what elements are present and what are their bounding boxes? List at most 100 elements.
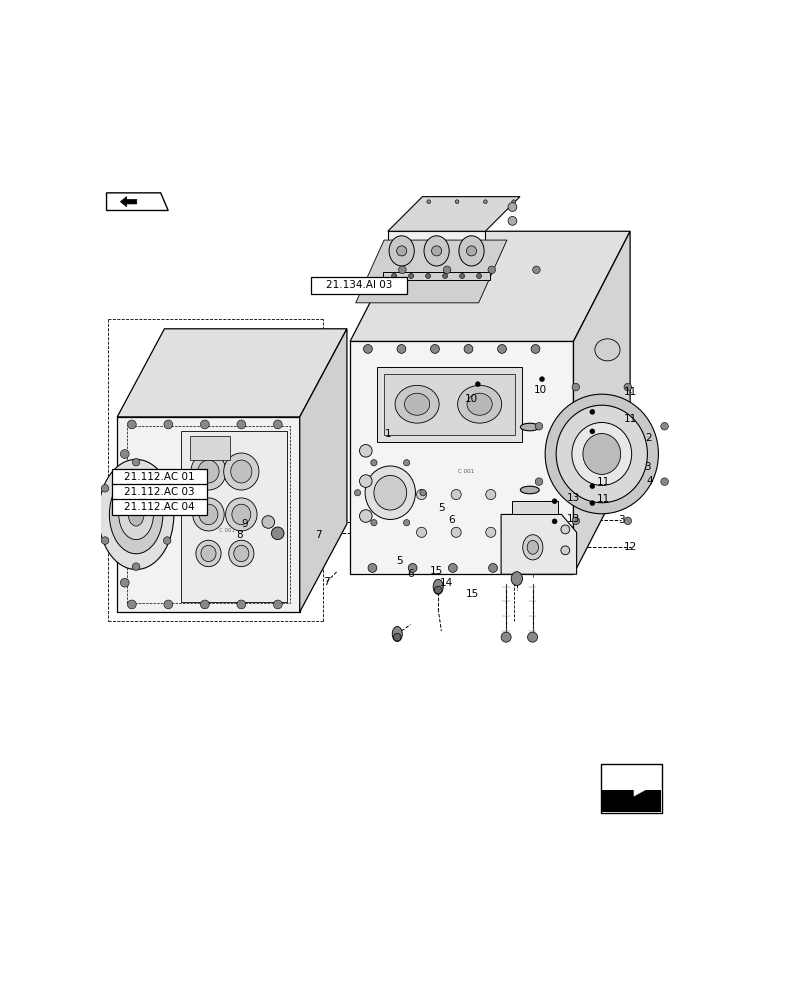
FancyBboxPatch shape [311,277,406,294]
Ellipse shape [225,498,257,531]
Circle shape [403,520,410,526]
Text: 4: 4 [646,476,653,486]
Ellipse shape [392,626,401,642]
Circle shape [237,420,246,429]
Circle shape [431,246,441,256]
Circle shape [359,445,371,457]
Text: 21.112.AC 03: 21.112.AC 03 [124,487,195,497]
Circle shape [589,484,594,489]
Text: 7: 7 [315,530,321,540]
Circle shape [464,345,472,353]
Ellipse shape [388,236,414,266]
Ellipse shape [109,475,163,554]
Ellipse shape [199,504,217,525]
Circle shape [571,517,579,525]
Circle shape [359,475,371,487]
Circle shape [451,490,461,500]
Circle shape [497,345,506,353]
Circle shape [120,535,129,544]
Ellipse shape [200,545,216,562]
Ellipse shape [556,405,646,503]
Ellipse shape [520,486,539,494]
Circle shape [532,266,539,274]
Ellipse shape [192,498,224,531]
Text: 13: 13 [566,493,579,503]
Circle shape [539,377,544,382]
Text: C 001: C 001 [218,528,234,533]
Circle shape [448,564,457,572]
Polygon shape [117,417,299,612]
Text: 21.134.AI 03: 21.134.AI 03 [325,280,392,290]
Bar [376,367,521,442]
Circle shape [589,429,594,434]
Circle shape [589,501,594,506]
Polygon shape [382,272,490,280]
Circle shape [551,519,556,524]
Polygon shape [355,240,506,303]
Circle shape [534,478,542,485]
Circle shape [262,516,274,528]
Circle shape [474,382,480,387]
Ellipse shape [232,504,251,525]
Circle shape [416,490,426,500]
Circle shape [397,345,406,353]
Circle shape [451,527,461,537]
Polygon shape [299,329,346,612]
Ellipse shape [582,434,620,474]
Ellipse shape [571,422,631,485]
Circle shape [530,345,539,353]
Circle shape [391,273,396,278]
Ellipse shape [224,453,259,490]
Circle shape [443,266,450,274]
Text: 6: 6 [406,569,414,579]
Circle shape [120,492,129,501]
Polygon shape [605,771,656,796]
Ellipse shape [198,460,219,483]
Circle shape [455,200,458,204]
Ellipse shape [457,385,501,423]
Ellipse shape [234,545,249,562]
Text: C 001: C 001 [457,469,474,474]
Circle shape [163,537,171,544]
Circle shape [442,273,447,278]
Ellipse shape [544,394,658,514]
Circle shape [393,633,401,641]
Polygon shape [350,341,573,574]
Ellipse shape [423,236,448,266]
Circle shape [459,273,464,278]
Text: 12: 12 [624,542,637,552]
Circle shape [371,460,376,466]
Ellipse shape [395,385,439,423]
Ellipse shape [404,393,429,415]
Circle shape [359,510,371,522]
Circle shape [403,460,410,466]
Text: 10: 10 [464,394,477,404]
Text: 8: 8 [236,530,243,540]
Circle shape [408,564,417,572]
Ellipse shape [191,453,225,490]
Circle shape [508,216,516,225]
Polygon shape [350,231,629,341]
FancyBboxPatch shape [111,469,207,485]
Text: 2: 2 [645,433,651,443]
Circle shape [120,450,129,458]
Ellipse shape [118,489,153,540]
Ellipse shape [511,572,521,586]
Text: 13: 13 [566,514,579,524]
Bar [383,374,515,435]
Circle shape [425,273,430,278]
Circle shape [127,600,136,609]
Ellipse shape [520,423,539,431]
Ellipse shape [458,236,483,266]
Polygon shape [500,514,576,574]
Circle shape [163,485,171,492]
Polygon shape [117,329,346,417]
Ellipse shape [594,339,620,361]
FancyBboxPatch shape [111,499,207,515]
Ellipse shape [522,535,543,560]
Circle shape [485,527,496,537]
Text: 5: 5 [395,556,402,566]
Text: 15: 15 [430,566,443,576]
Circle shape [398,266,406,274]
Polygon shape [120,197,136,207]
